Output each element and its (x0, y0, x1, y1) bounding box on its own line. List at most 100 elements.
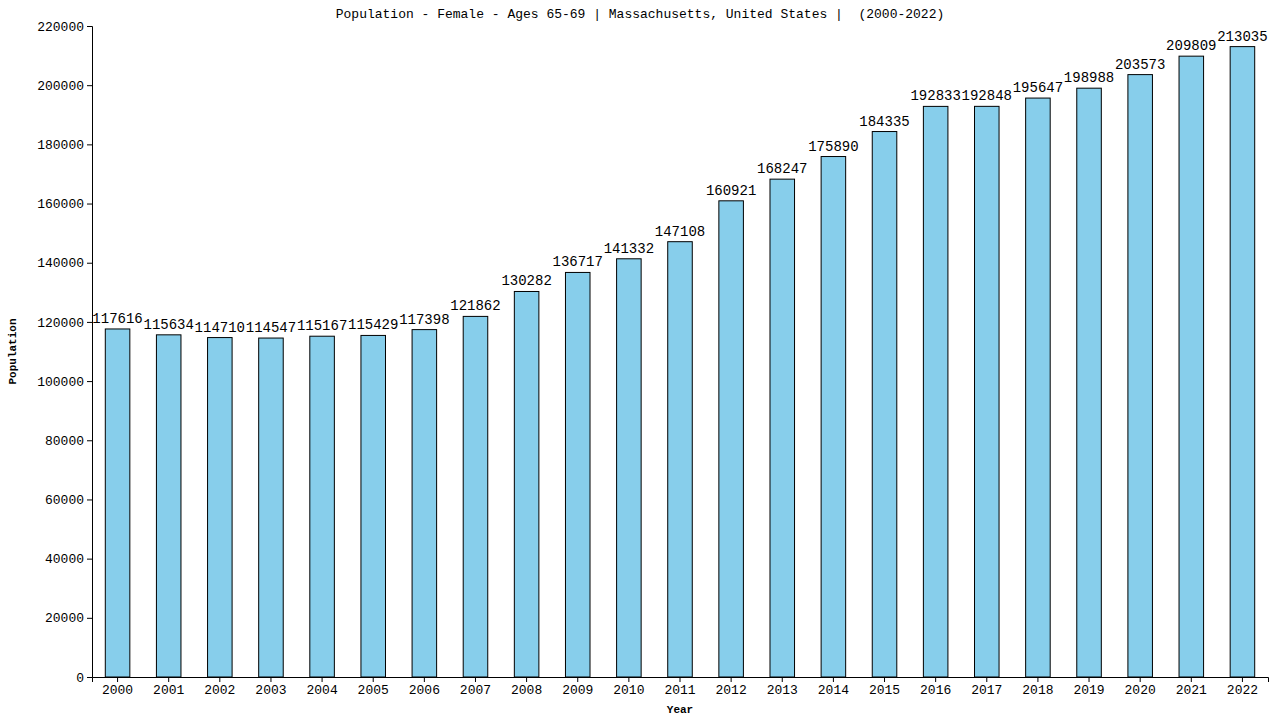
y-tick: 160000 (37, 197, 92, 212)
x-tick: 2018 (1022, 677, 1053, 698)
x-tick-mark (1140, 677, 1141, 682)
y-tick-label: 220000 (37, 20, 84, 35)
data-label: 198988 (1064, 70, 1114, 86)
x-tick-mark (1037, 677, 1038, 682)
bar (1077, 88, 1102, 677)
x-tick: 2013 (767, 677, 798, 698)
y-tick: 140000 (37, 256, 92, 271)
data-label: 203573 (1115, 57, 1165, 73)
y-tick: 100000 (37, 375, 92, 390)
data-label: 121862 (450, 298, 500, 314)
bar (923, 106, 948, 677)
bar (105, 329, 130, 677)
data-label: 115429 (348, 317, 398, 333)
x-tick-label: 2022 (1227, 683, 1258, 698)
y-axis-title: Population (7, 318, 19, 384)
x-tick-mark (475, 677, 476, 682)
x-tick: 2015 (869, 677, 900, 698)
x-tick-label: 2007 (460, 683, 491, 698)
x-tick-label: 2015 (869, 683, 900, 698)
x-tick: 2011 (664, 677, 695, 698)
x-tick-mark (1191, 677, 1192, 682)
data-label: 114710 (195, 320, 245, 336)
bar (821, 157, 846, 677)
x-tick-mark (168, 677, 169, 682)
bar (1179, 56, 1204, 677)
bar (770, 179, 795, 677)
x-tick: 2006 (409, 677, 440, 698)
y-tick-label: 180000 (37, 138, 84, 153)
x-tick: 2022 (1227, 677, 1258, 698)
y-axis: 0200004000060000800001000001200001400001… (37, 20, 92, 686)
x-tick-label: 2008 (511, 683, 542, 698)
y-tick: 220000 (37, 20, 92, 35)
x-tick-label: 2006 (409, 683, 440, 698)
x-tick: 2010 (613, 677, 644, 698)
x-tick-mark (526, 677, 527, 682)
x-tick-label: 2013 (767, 683, 798, 698)
x-tick: 2002 (204, 677, 235, 698)
x-tick-label: 2019 (1073, 683, 1104, 698)
x-tick: 2021 (1176, 677, 1207, 698)
x-tick-mark (680, 677, 681, 682)
bar (617, 259, 642, 677)
data-label: 147108 (655, 224, 705, 240)
x-tick: 2003 (255, 677, 286, 698)
bar (412, 330, 437, 677)
y-tick-label: 60000 (45, 493, 84, 508)
bar (463, 316, 488, 677)
y-tick-mark (87, 26, 92, 27)
data-label: 213035 (1217, 29, 1267, 45)
x-tick-mark (424, 677, 425, 682)
data-labels: 1176161156341147101145471151671154291173… (92, 29, 1267, 336)
y-tick: 120000 (37, 316, 92, 331)
data-label: 115167 (297, 318, 347, 334)
x-tick-label: 2004 (306, 683, 337, 698)
data-label: 192848 (962, 88, 1012, 104)
y-tick-mark (87, 85, 92, 86)
x-tick-label: 2016 (920, 683, 951, 698)
y-tick: 200000 (37, 79, 92, 94)
x-axis: 2000200120022003200420052006200720082009… (93, 677, 1269, 698)
bar (975, 106, 1000, 677)
data-label: 195647 (1013, 80, 1063, 96)
x-tick-mark (322, 677, 323, 682)
x-tick: 2000 (102, 677, 133, 698)
bars (105, 47, 1254, 677)
y-tick: 40000 (45, 552, 92, 567)
x-tick-mark (270, 677, 271, 682)
x-tick-mark (577, 677, 578, 682)
x-tick-mark (731, 677, 732, 682)
chart: 2000200120022003200420052006200720082009… (0, 0, 1280, 720)
x-tick-label: 2000 (102, 683, 133, 698)
x-tick: 2008 (511, 677, 542, 698)
x-tick: 2001 (153, 677, 184, 698)
y-tick-mark (87, 322, 92, 323)
data-label: 136717 (553, 254, 603, 270)
y-tick-label: 0 (76, 671, 84, 686)
x-tick: 2017 (971, 677, 1002, 698)
bar (1230, 47, 1255, 677)
x-axis-line (93, 678, 1269, 683)
bar (514, 291, 539, 677)
x-tick-label: 2005 (358, 683, 389, 698)
bar (1128, 75, 1153, 677)
data-label: 209809 (1166, 38, 1216, 54)
data-label: 130282 (501, 273, 551, 289)
y-tick-label: 80000 (45, 434, 84, 449)
x-tick-label: 2003 (255, 683, 286, 698)
y-tick-mark (87, 263, 92, 264)
y-tick-label: 160000 (37, 197, 84, 212)
y-tick: 80000 (45, 434, 92, 449)
y-tick-mark (87, 440, 92, 441)
y-tick-label: 140000 (37, 256, 84, 271)
y-tick-mark (87, 618, 92, 619)
bar (719, 201, 744, 677)
x-tick-mark (628, 677, 629, 682)
y-tick-label: 100000 (37, 375, 84, 390)
y-tick-mark (87, 499, 92, 500)
title: Population - Female - Ages 65-69 | Massa… (336, 7, 945, 22)
x-tick: 2007 (460, 677, 491, 698)
x-tick-label: 2011 (664, 683, 695, 698)
data-label: 184335 (859, 114, 909, 130)
